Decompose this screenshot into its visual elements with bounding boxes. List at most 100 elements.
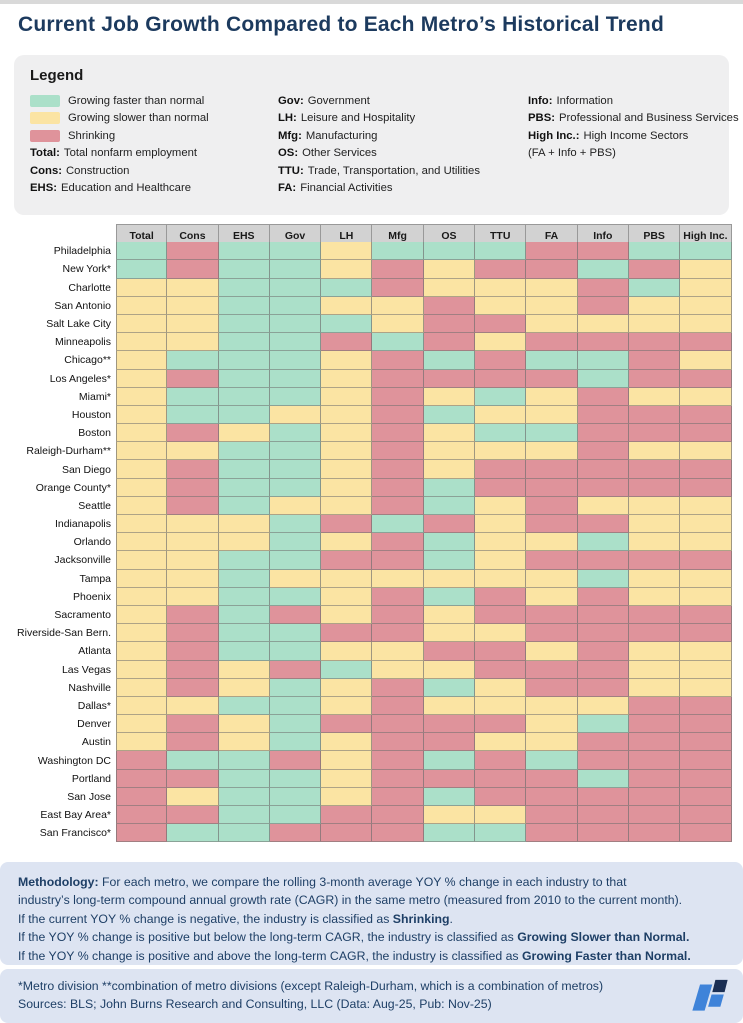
heatmap-cell (269, 605, 322, 625)
heatmap-cell (116, 260, 168, 279)
heatmap-cell (423, 296, 476, 315)
row-label-denver: Denver (77, 718, 111, 731)
heatmap-cell (321, 660, 373, 679)
heatmap-cell (628, 751, 681, 770)
heatmap-cell (423, 260, 476, 279)
heatmap-cell (475, 733, 527, 752)
heatmap-cell (321, 369, 373, 388)
row-label-las-vegas: Las Vegas (61, 663, 111, 676)
legend-swatch-R (30, 129, 60, 142)
legend-column-1: Growing faster than normal Growing slower… (30, 92, 278, 197)
heatmap-cell (116, 624, 168, 643)
heatmap-cell (577, 424, 629, 443)
heatmap-cell (526, 624, 578, 643)
heatmap-cell (218, 260, 270, 279)
heatmap-cell (628, 333, 681, 352)
heatmap-cell (167, 515, 219, 534)
heatmap-cell (577, 442, 629, 461)
heatmap-cell (116, 787, 168, 806)
heatmap-cell (167, 751, 219, 770)
legend-definition: PBS: Professional and Business Services (528, 110, 739, 128)
legend-description: Government (307, 94, 370, 107)
row-label-washington-dc: Washington DC (37, 754, 111, 767)
heatmap-cell (475, 533, 527, 552)
legend-term: Cons: (30, 164, 63, 177)
heatmap-cell (269, 405, 322, 425)
heatmap-cell (167, 333, 219, 352)
heatmap-cell (577, 806, 629, 825)
heatmap-cell (321, 806, 373, 825)
heatmap-cell (475, 460, 527, 479)
heatmap-cell (526, 696, 578, 716)
heatmap-cell (372, 769, 424, 788)
legend-description: Total nonfarm employment (63, 147, 198, 160)
heatmap-cell (628, 569, 681, 588)
heatmap-cell (680, 460, 732, 479)
legend-definition: FA: Financial Activities (278, 180, 528, 198)
heatmap-cell (167, 551, 219, 570)
legend-description: Trade, Transportation, and Utilities (307, 164, 480, 177)
job-growth-heatmap: Total Cons EHS Gov LH Mfg OS TTU FA Info PBS High I… (4, 224, 732, 843)
heatmap-cell (269, 715, 322, 734)
heatmap-cell (269, 551, 322, 570)
heatmap-cell (526, 824, 578, 843)
heatmap-cell (680, 587, 732, 606)
heatmap-cell (628, 515, 681, 534)
heatmap-cell (167, 806, 219, 825)
heatmap-cell (167, 696, 219, 716)
heatmap-cell (423, 478, 476, 497)
heatmap-cell (526, 678, 578, 697)
heatmap-cell (167, 351, 219, 370)
heatmap-cell (372, 642, 424, 661)
top-edge-strip (0, 0, 743, 4)
heatmap-cell (577, 460, 629, 479)
heatmap-cell (628, 733, 681, 752)
heatmap-cell (628, 424, 681, 443)
legend-status-label: Shrinking (68, 129, 116, 142)
heatmap-cell (372, 242, 424, 261)
heatmap-cell (218, 551, 270, 570)
legend-term: Mfg: (278, 129, 302, 142)
heatmap-cell (269, 351, 322, 370)
heatmap-cell (526, 551, 578, 570)
heatmap-cell (475, 314, 527, 334)
heatmap-cell (680, 605, 732, 625)
heatmap-cell (526, 751, 578, 770)
heatmap-cell (628, 260, 681, 279)
row-label-tampa: Tampa (79, 572, 111, 585)
heatmap-cell (372, 733, 424, 752)
heatmap-cell (269, 787, 322, 806)
heatmap-cell (321, 260, 373, 279)
heatmap-cell (321, 587, 373, 606)
heatmap-cell (680, 660, 732, 679)
legend-description: Leisure and Hospitality (300, 112, 416, 125)
heatmap-cell (116, 424, 168, 443)
heatmap-cell (116, 314, 168, 334)
legend-description: High Income Sectors (583, 129, 689, 142)
heatmap-cell (475, 369, 527, 388)
heatmap-cell (269, 442, 322, 461)
heatmap-cell (372, 424, 424, 443)
heatmap-cell (116, 696, 168, 716)
heatmap-cell (116, 296, 168, 315)
row-label-dallas: Dallas* (77, 699, 111, 712)
legend-definition: TTU: Trade, Transportation, and Utilities (278, 162, 528, 180)
heatmap-cell (372, 569, 424, 588)
heatmap-cell (475, 442, 527, 461)
heatmap-cell (423, 405, 476, 425)
legend-status-item: Shrinking (30, 127, 278, 145)
heatmap-cell (628, 624, 681, 643)
heatmap-cell (321, 442, 373, 461)
legend-column-2: Gov: Government LH: Leisure and Hospitality… (278, 92, 528, 197)
heatmap-cell (577, 715, 629, 734)
heatmap-cell (167, 642, 219, 661)
heatmap-cell (475, 678, 527, 697)
heatmap-cell (475, 551, 527, 570)
heatmap-cell (116, 496, 168, 515)
heatmap-cell (526, 605, 578, 625)
heatmap-cell (577, 478, 629, 497)
heatmap-cell (116, 442, 168, 461)
heatmap-cell (218, 605, 270, 625)
heatmap-cell (372, 351, 424, 370)
heatmap-cell (218, 296, 270, 315)
